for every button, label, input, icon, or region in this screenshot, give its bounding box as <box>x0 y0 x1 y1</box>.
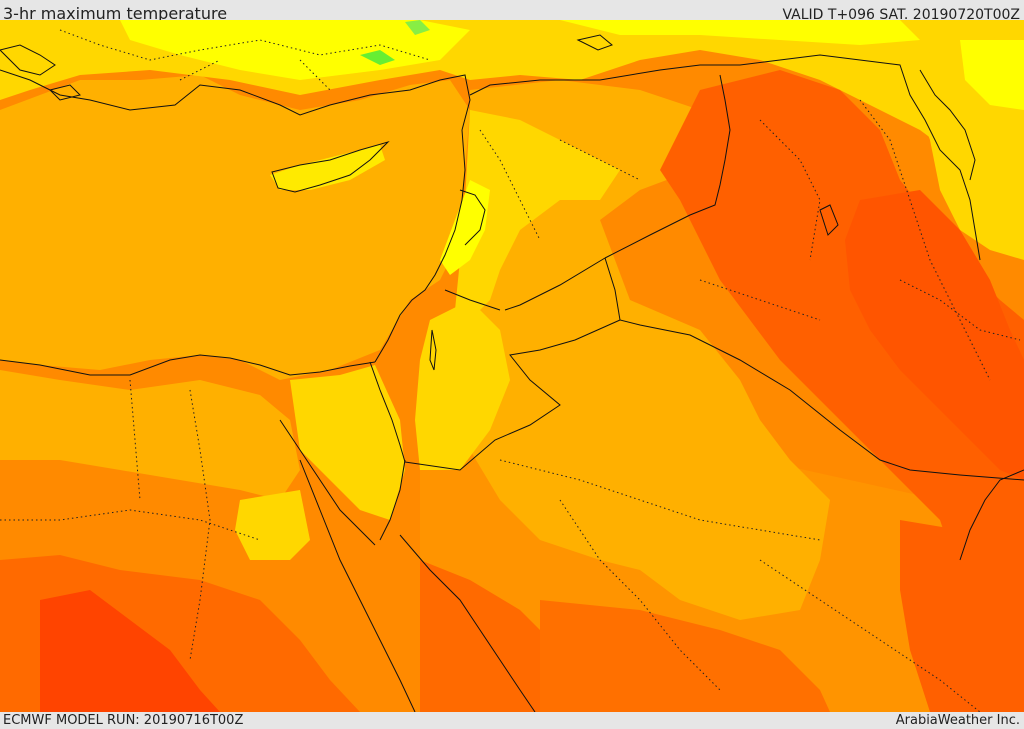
field-green-turkey <box>360 50 395 65</box>
border-egypt-israel <box>369 361 406 463</box>
field-red-egypt-hot <box>40 590 220 712</box>
border-iraq-saudi <box>604 257 1024 481</box>
field-gold-egypt-patch <box>235 490 310 560</box>
coast-aqaba <box>379 459 406 541</box>
valid-time-label: VALID T+096 SAT. 20190720T00Z <box>782 7 1020 23</box>
coast-lake-van <box>576 34 613 51</box>
coast-aegean-islands <box>0 44 81 101</box>
coast-gulf-of-suez <box>279 419 376 546</box>
coast-turkey-south <box>0 69 471 131</box>
model-run-label: ECMWF MODEL RUN: 20190716T00Z <box>3 713 244 728</box>
admin-levant <box>479 129 641 241</box>
admin-boundaries <box>0 29 1021 712</box>
coast-dead-sea <box>429 329 437 371</box>
border-turkey-syria <box>469 59 781 96</box>
field-green-north <box>405 20 430 35</box>
coast-red-sea-east <box>399 534 536 712</box>
coast-gulf <box>959 469 1024 561</box>
admin-iraq <box>699 119 821 321</box>
field-amber-egypt-north <box>0 370 300 500</box>
coast-levant <box>374 129 466 363</box>
national-borders <box>369 54 1024 481</box>
field-amber-sea <box>0 75 470 380</box>
coast-egypt-north <box>0 354 376 376</box>
border-syria-iraq <box>604 74 731 259</box>
map-title: 3-hr maximum temperature <box>3 4 228 23</box>
border-jordan-saudi <box>404 319 621 471</box>
field-red-orange-central <box>540 600 830 712</box>
footer-bar <box>0 712 1024 729</box>
border-syria-lebanon <box>459 189 486 246</box>
field-gold-levant <box>455 110 620 320</box>
border-jordan-syria <box>444 289 501 311</box>
field-yellow-levant-coast <box>440 180 490 275</box>
border-jordan-iraq <box>504 257 606 311</box>
field-red-orange-east <box>900 520 1024 712</box>
field-gold-sinai <box>290 365 405 520</box>
temperature-map <box>0 20 1024 712</box>
field-yellow-turkey <box>120 20 470 80</box>
border-iraq-iran <box>779 54 981 261</box>
admin-turkey <box>59 29 431 91</box>
field-yellow-caucasus <box>560 20 920 45</box>
coast-caspian <box>919 69 976 181</box>
temperature-map-svg <box>0 20 1024 712</box>
header-bar <box>0 0 1024 20</box>
field-yellow-cyprus-area <box>270 145 385 190</box>
admin-iran <box>859 99 1021 381</box>
coast-cyprus <box>271 140 390 193</box>
field-yellow-iran <box>960 40 1024 110</box>
coast-red-sea-west <box>299 459 416 712</box>
admin-saudi <box>499 459 981 712</box>
field-gold-jordan <box>415 300 510 470</box>
field-dark-orange-iraq-core <box>845 190 1024 480</box>
coastlines <box>0 34 1024 712</box>
coast-lake-urmia <box>819 204 839 236</box>
provider-label: ArabiaWeather Inc. <box>895 713 1020 728</box>
admin-egypt <box>0 379 261 661</box>
